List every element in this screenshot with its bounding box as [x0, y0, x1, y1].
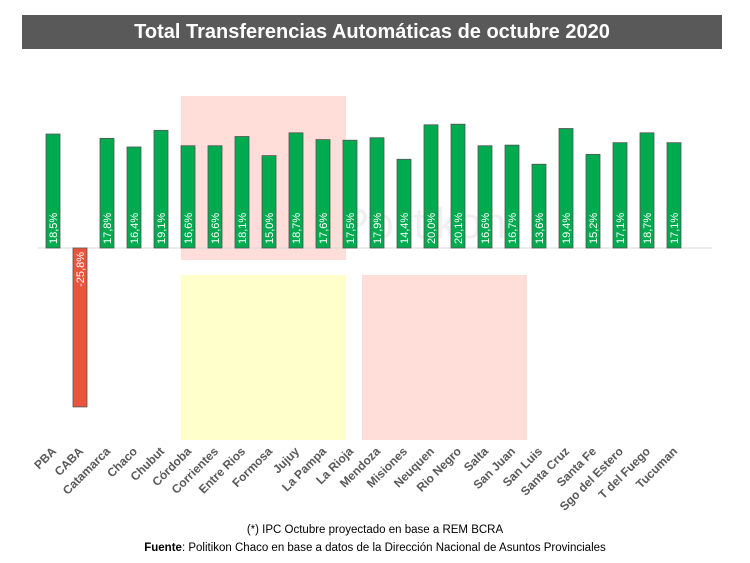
- data-label: 18,7%: [642, 213, 654, 244]
- data-label: 16,6%: [183, 213, 195, 244]
- bar-formosa: [261, 155, 277, 249]
- bar-catamarca: [99, 137, 115, 249]
- data-label: 15,0%: [264, 213, 276, 244]
- data-label: 17,5%: [345, 213, 357, 244]
- bar-santa-fe: [585, 153, 601, 249]
- data-label: 14,4%: [399, 213, 411, 244]
- bar-salta: [477, 145, 493, 249]
- bar-la-rioja: [342, 139, 358, 249]
- bar-misiones: [396, 158, 412, 249]
- data-label: 13,6%: [534, 213, 546, 244]
- data-label: 18,5%: [48, 213, 60, 244]
- footnote-prefix: (*): [246, 524, 259, 536]
- data-label: 16,6%: [210, 213, 222, 244]
- data-label: -25,8%: [75, 252, 87, 287]
- data-label: 16,4%: [129, 213, 141, 244]
- footnote: (*) IPC Octubre proyectado en base a REM…: [0, 524, 750, 536]
- bar-la-pampa: [315, 139, 331, 249]
- bar-pba: [45, 133, 61, 249]
- data-label: 20,0%: [426, 213, 438, 244]
- bar-rio-negro: [450, 123, 466, 249]
- data-label: 17,8%: [102, 213, 114, 244]
- data-label: 17,1%: [615, 213, 627, 244]
- data-label: 17,9%: [372, 213, 384, 244]
- bar-chart: Politikon 18,5%PBA-25,8%CABA17,8%Catamar…: [31, 96, 712, 514]
- bar-chaco: [126, 146, 142, 249]
- highlight-yellow: [181, 275, 346, 440]
- bar-santa-cruz: [558, 128, 574, 249]
- source-note: Fuente: Politikon Chaco en base a datos …: [0, 542, 750, 554]
- bar-corrientes: [207, 145, 223, 249]
- data-label: 16,6%: [480, 213, 492, 244]
- bar-mendoza: [369, 137, 385, 249]
- data-label: 18,7%: [291, 213, 303, 244]
- bar-chubut: [153, 129, 169, 249]
- bar-jujuy: [288, 132, 304, 249]
- source-label: Fuente: [144, 542, 182, 554]
- bar-entre-rios: [234, 136, 250, 249]
- data-label: 20,1%: [453, 213, 465, 244]
- bar-caba: [72, 247, 88, 408]
- bar-neuquen: [423, 124, 439, 249]
- highlight-pink-bottom: [362, 275, 527, 440]
- source-text: : Politikon Chaco en base a datos de la …: [181, 542, 606, 554]
- bar-sgo-del-estero: [612, 142, 628, 249]
- bar-t-del-fuego: [639, 132, 655, 249]
- chart-title: Total Transferencias Automáticas de octu…: [22, 15, 722, 49]
- data-label: 15,2%: [588, 213, 600, 244]
- data-label: 16,7%: [507, 213, 519, 244]
- footnote-text: IPC Octubre proyectado en base a REM BCR…: [258, 524, 504, 536]
- data-label: 19,1%: [156, 213, 168, 244]
- data-label: 17,1%: [669, 213, 681, 244]
- bar-tucuman: [666, 142, 682, 249]
- data-label: 17,6%: [318, 213, 330, 244]
- bar-córdoba: [180, 145, 196, 249]
- bar-san-juan: [504, 144, 520, 249]
- data-label: 19,4%: [561, 213, 573, 244]
- data-label: 18,1%: [237, 213, 249, 244]
- bar-san-luis: [531, 163, 547, 249]
